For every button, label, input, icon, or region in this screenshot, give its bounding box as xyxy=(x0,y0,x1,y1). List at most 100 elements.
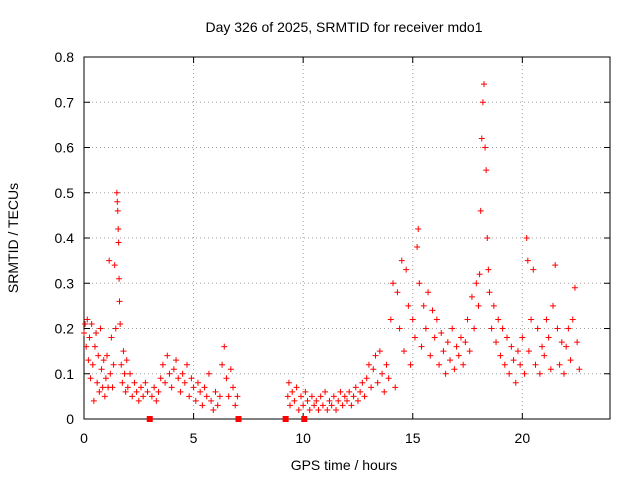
data-point xyxy=(346,388,353,395)
data-point xyxy=(287,402,294,409)
data-point xyxy=(94,379,101,386)
data-point xyxy=(291,397,298,404)
data-point xyxy=(203,393,210,400)
data-point xyxy=(478,135,485,142)
data-point xyxy=(396,325,403,332)
data-points xyxy=(81,81,583,422)
data-point xyxy=(317,393,324,400)
data-point xyxy=(363,375,370,382)
data-point xyxy=(387,316,394,323)
data-point xyxy=(508,343,515,350)
data-point xyxy=(357,388,364,395)
data-point xyxy=(219,361,226,368)
data-point xyxy=(422,325,429,332)
data-point xyxy=(532,361,539,368)
data-point xyxy=(137,384,144,391)
data-point xyxy=(464,316,471,323)
data-point xyxy=(525,348,532,355)
data-point xyxy=(284,393,291,400)
data-point xyxy=(104,352,111,359)
data-point xyxy=(512,379,519,386)
data-point xyxy=(385,375,392,382)
data-point xyxy=(556,361,563,368)
data-point xyxy=(99,384,106,391)
data-point xyxy=(530,266,537,273)
data-point xyxy=(457,334,464,341)
data-point xyxy=(87,375,94,382)
data-point xyxy=(115,225,122,232)
data-point xyxy=(81,330,87,337)
data-point xyxy=(449,325,456,332)
y-tick-label: 0.6 xyxy=(55,140,75,156)
data-point xyxy=(192,397,199,404)
data-point xyxy=(122,388,129,395)
data-point xyxy=(88,320,95,327)
chart-title: Day 326 of 2025, SRMTID for receiver mdo… xyxy=(205,19,482,35)
data-point xyxy=(146,416,153,422)
data-point xyxy=(447,357,454,364)
data-point xyxy=(383,361,390,368)
data-point xyxy=(455,352,462,359)
data-point xyxy=(339,402,346,409)
data-point xyxy=(483,167,490,174)
data-point xyxy=(184,361,191,368)
data-point xyxy=(173,357,180,364)
data-point xyxy=(111,262,118,269)
x-tick-label: 20 xyxy=(515,430,531,446)
data-point xyxy=(411,334,418,341)
data-point xyxy=(547,366,554,373)
y-tick-label: 0 xyxy=(66,411,74,427)
data-point xyxy=(541,352,548,359)
data-point xyxy=(230,384,237,391)
data-point xyxy=(550,302,557,309)
data-point xyxy=(289,388,296,395)
data-point xyxy=(127,370,134,377)
data-point xyxy=(328,402,335,409)
data-point xyxy=(91,343,98,350)
data-point xyxy=(82,320,89,327)
data-point xyxy=(135,397,142,404)
data-point xyxy=(107,370,114,377)
x-axis-label: GPS time / hours xyxy=(291,457,398,473)
data-point xyxy=(101,393,108,400)
data-point xyxy=(488,325,495,332)
data-point xyxy=(372,352,379,359)
data-point xyxy=(93,330,100,337)
data-point xyxy=(394,289,401,296)
data-point xyxy=(110,361,117,368)
data-point xyxy=(368,384,375,391)
data-point xyxy=(214,402,221,409)
data-point xyxy=(517,361,524,368)
data-point xyxy=(415,225,422,232)
data-point xyxy=(234,393,241,400)
data-point xyxy=(300,402,307,409)
data-point xyxy=(565,325,572,332)
data-point xyxy=(90,397,97,404)
data-point xyxy=(225,393,232,400)
data-point xyxy=(326,397,333,404)
data-point xyxy=(115,239,122,246)
data-point xyxy=(392,384,399,391)
data-point xyxy=(96,388,103,395)
data-point xyxy=(83,343,90,350)
data-point xyxy=(485,266,492,273)
data-point xyxy=(168,384,175,391)
data-point xyxy=(400,348,407,355)
data-point xyxy=(166,370,173,377)
data-point xyxy=(473,280,480,287)
data-point xyxy=(453,343,460,350)
data-point xyxy=(227,366,234,373)
data-point xyxy=(123,357,130,364)
data-point xyxy=(524,257,531,264)
data-point xyxy=(521,370,528,377)
data-point xyxy=(197,388,204,395)
data-point xyxy=(112,325,119,332)
data-point xyxy=(361,393,368,400)
data-point xyxy=(315,406,322,413)
data-point xyxy=(477,207,484,214)
data-point xyxy=(116,275,123,282)
data-point xyxy=(407,361,414,368)
data-point xyxy=(482,144,489,151)
data-point xyxy=(282,416,289,422)
x-tick-label: 10 xyxy=(295,430,311,446)
